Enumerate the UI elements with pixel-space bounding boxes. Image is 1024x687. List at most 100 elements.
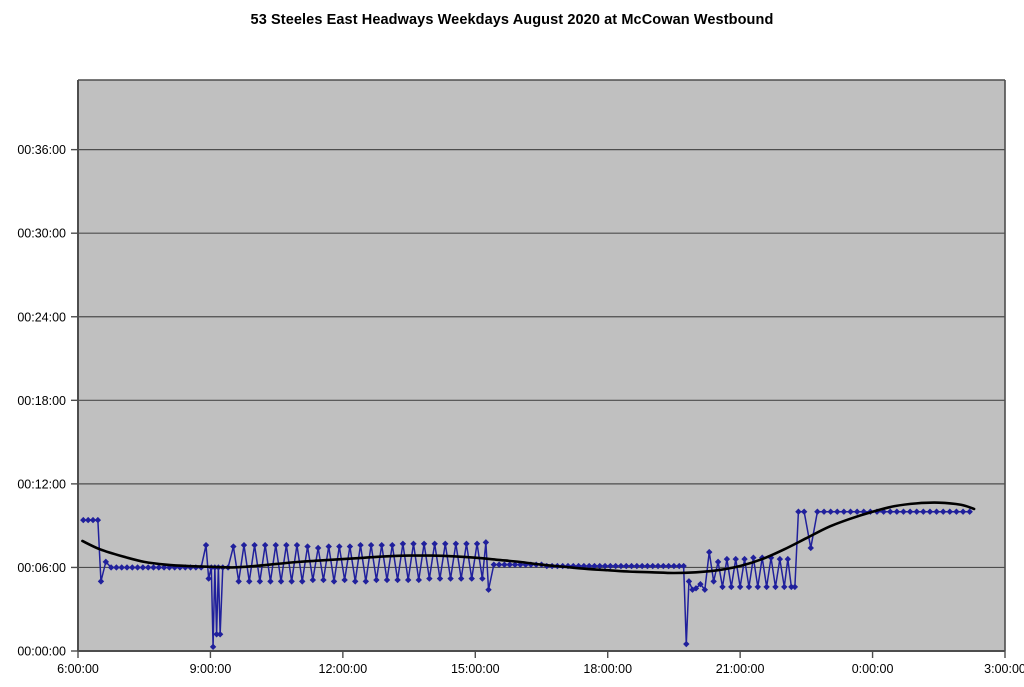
y-axis-ticks: 00:00:00 00:06:00 00:12:00 00:18:00 00:24:00…: [17, 143, 78, 659]
y-tick-label: 00:18:00: [17, 394, 66, 408]
data-point-marker: [293, 541, 301, 549]
data-point-marker: [601, 562, 609, 570]
data-point-marker: [473, 540, 481, 547]
data-point-marker: [633, 562, 641, 570]
data-point-marker: [728, 583, 735, 591]
data-point-marker: [309, 576, 317, 584]
x-tick-label: 0:00:00: [852, 662, 894, 676]
x-tick-label: 3:00:00: [984, 662, 1024, 676]
data-point-marker: [689, 586, 696, 593]
data-point-marker: [591, 562, 598, 570]
y-tick-label: 00:30:00: [17, 227, 66, 241]
data-point-marker: [800, 508, 808, 515]
data-point-marker: [150, 564, 157, 571]
data-point-marker: [129, 564, 136, 571]
data-point-marker: [94, 516, 102, 524]
data-point-marker: [933, 508, 940, 515]
data-point-marker: [299, 578, 306, 585]
data-point-marker: [795, 508, 802, 515]
data-point-marker: [182, 564, 189, 571]
data-point-marker: [781, 583, 788, 591]
data-point-marker: [638, 562, 646, 570]
x-tick-label: 12:00:00: [319, 662, 368, 676]
data-point-marker: [468, 575, 475, 582]
data-point-marker: [706, 548, 713, 556]
data-point-marker: [410, 540, 417, 547]
data-point-marker: [665, 562, 672, 570]
data-point-marker: [887, 508, 894, 515]
data-point-marker: [710, 578, 717, 585]
data-point-marker: [482, 539, 490, 546]
data-point-marker: [723, 555, 731, 563]
data-point-marker: [660, 562, 667, 570]
data-point-marker: [485, 586, 492, 593]
data-point-marker: [479, 575, 486, 582]
data-point-marker: [692, 585, 700, 592]
data-point-marker: [860, 508, 867, 515]
data-point-marker: [166, 564, 173, 571]
data-point-marker: [580, 562, 588, 570]
data-point-marker: [834, 508, 841, 515]
data-point-marker: [680, 562, 687, 570]
data-point-marker: [623, 562, 630, 570]
data-point-marker: [283, 541, 290, 549]
data-point-marker: [893, 508, 901, 515]
data-point-marker: [644, 562, 651, 570]
data-point-marker: [701, 586, 709, 593]
y-tick-label: 00:06:00: [17, 561, 66, 575]
y-tick-label: 00:24:00: [17, 310, 66, 324]
data-point-marker: [415, 576, 422, 584]
data-point-marker: [784, 555, 792, 563]
data-point-marker: [235, 578, 242, 585]
data-point-marker: [827, 508, 834, 515]
data-point-marker: [216, 631, 224, 638]
data-point-marker: [906, 508, 914, 515]
data-point-marker: [847, 508, 854, 515]
data-point-marker: [139, 564, 147, 571]
data-point-marker: [80, 516, 87, 524]
plot-background: [78, 80, 1005, 651]
data-point-marker: [267, 578, 274, 585]
data-point-marker: [676, 562, 683, 570]
data-point-marker: [495, 561, 503, 568]
data-point-marker: [89, 516, 97, 524]
data-point-marker: [966, 508, 973, 515]
data-point-marker: [367, 541, 375, 549]
data-point-marker: [118, 564, 125, 571]
data-point-marker: [788, 583, 795, 591]
x-tick-label: 18:00:00: [583, 662, 632, 676]
data-point-marker: [913, 508, 920, 515]
data-point-marker: [741, 555, 748, 563]
x-tick-label: 21:00:00: [716, 662, 765, 676]
data-point-marker: [654, 562, 662, 570]
data-point-marker: [240, 541, 248, 549]
data-point-marker: [272, 541, 279, 549]
data-point-marker: [732, 555, 739, 563]
data-point-marker: [378, 541, 385, 549]
data-point-marker: [325, 543, 332, 550]
data-point-marker: [506, 561, 513, 568]
data-point-marker: [171, 564, 178, 571]
data-point-marker: [394, 576, 401, 584]
data-point-marker: [288, 578, 295, 585]
data-point-marker: [389, 541, 396, 549]
data-point-marker: [670, 562, 678, 570]
data-point-marker: [346, 543, 354, 550]
data-point-marker: [527, 561, 535, 568]
data-point-marker: [420, 540, 428, 547]
data-series-markers: [80, 508, 973, 651]
data-point-marker: [277, 578, 285, 585]
data-point-marker: [920, 508, 927, 515]
x-tick-label: 6:00:00: [57, 662, 99, 676]
data-point-marker: [953, 508, 960, 515]
data-point-marker: [926, 508, 934, 515]
data-point-marker: [246, 578, 253, 585]
data-point-marker: [330, 578, 338, 585]
data-point-marker: [113, 564, 120, 571]
data-point-marker: [251, 541, 258, 549]
data-point-marker: [447, 575, 454, 582]
data-point-marker: [946, 508, 954, 515]
data-point-marker: [570, 562, 577, 570]
data-point-marker: [754, 583, 761, 591]
